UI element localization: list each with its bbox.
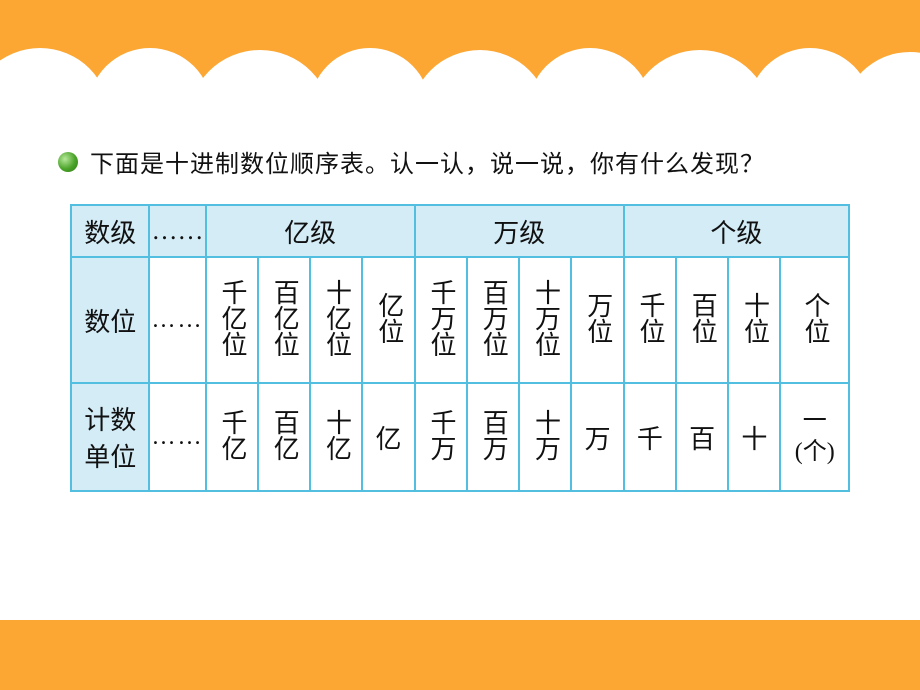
digit-cell: 千亿位 [206,257,258,383]
top-decorative-band [0,0,920,102]
cloud-scallop [0,0,920,102]
group-yi: 亿级 [206,205,415,257]
unit-cell: 十 [728,383,780,491]
bottom-decorative-band [0,620,920,690]
prompt-text: 下面是十进制数位顺序表。认一认，说一说，你有什么发现？ [90,144,765,179]
unit-cell: 千 [624,383,676,491]
unit-cell: 十亿 [310,383,362,491]
digit-cell: 千位 [624,257,676,383]
digit-row-label: 数位 [71,257,149,383]
digit-cell: 百万位 [467,257,519,383]
unit-cell: 万 [571,383,623,491]
unit-cell: 亿 [362,383,414,491]
digit-cell: 十万位 [519,257,571,383]
digit-position-row: 数位 …… 千亿位 百亿位 十亿位 亿位 千万位 百万位 十万位 万位 千位 百… [71,257,849,383]
unit-cell: 千亿 [206,383,258,491]
digit-cell: 千万位 [415,257,467,383]
digit-row-ellipsis: …… [149,257,205,383]
unit-cell: 百 [676,383,728,491]
unit-row-label: 计数单位 [71,383,149,491]
header-row: 数级 …… 亿级 万级 个级 [71,205,849,257]
unit-cell: 千万 [415,383,467,491]
unit-cell: 十万 [519,383,571,491]
header-label: 数级 [71,205,149,257]
unit-cell: 百亿 [258,383,310,491]
bullet-icon [58,152,78,172]
digit-cell: 百位 [676,257,728,383]
digit-cell: 万位 [571,257,623,383]
header-ellipsis: …… [149,205,205,257]
unit-cell: 百万 [467,383,519,491]
digit-cell: 十位 [728,257,780,383]
prompt-row: 下面是十进制数位顺序表。认一认，说一说，你有什么发现？ [58,144,765,179]
group-wan: 万级 [415,205,624,257]
unit-row-ellipsis: …… [149,383,205,491]
digit-cell: 个位 [780,257,849,383]
unit-cell: 一 (个) [780,383,849,491]
digit-cell: 百亿位 [258,257,310,383]
slide-content: 下面是十进制数位顺序表。认一认，说一说，你有什么发现？ 数级 …… 亿级 万级 … [0,102,920,620]
digit-cell: 十亿位 [310,257,362,383]
group-ge: 个级 [624,205,849,257]
counting-unit-row: 计数单位 …… 千亿 百亿 十亿 亿 千万 百万 十万 万 千 百 十 一 (个… [71,383,849,491]
place-value-table: 数级 …… 亿级 万级 个级 数位 …… 千亿位 百亿位 十亿位 亿位 千万位 … [70,204,850,492]
digit-cell: 亿位 [362,257,414,383]
